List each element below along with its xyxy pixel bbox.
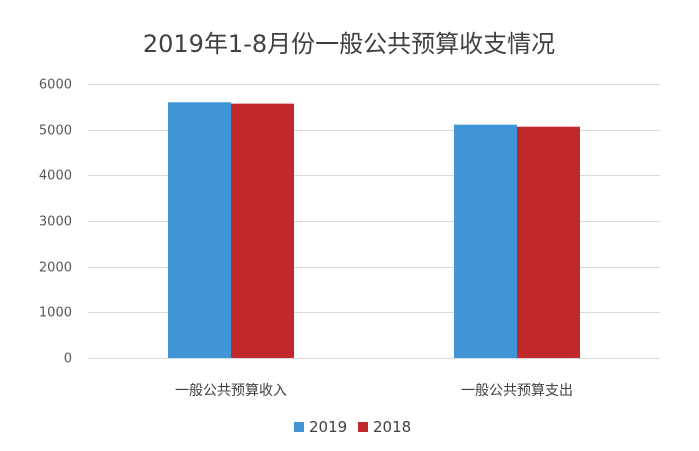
legend-label-2018: 2018 [373,418,411,436]
bar-2019-1 [168,102,231,359]
y-tick-label: 0 [64,352,72,367]
bars [168,102,580,359]
bar-2019-2 [454,124,517,358]
x-category-label: 一般公共预算收入 [175,383,287,399]
legend-label-2019: 2019 [309,418,347,436]
chart-title: 2019年1-8月份一般公共预算收支情况 [143,30,555,58]
legend-swatch-2019 [294,422,304,432]
x-category-label: 一般公共预算支出 [461,383,573,399]
y-tick-label: 2000 [39,261,72,276]
y-axis-ticks: 0 1000 2000 3000 4000 5000 6000 [39,78,72,367]
y-tick-label: 1000 [39,306,72,321]
y-tick-label: 5000 [39,124,72,139]
bar-2018-1 [231,103,294,359]
bar-2018-2 [517,126,580,358]
y-tick-label: 3000 [39,215,72,230]
legend: 2019 2018 [294,418,411,436]
y-tick-label: 6000 [39,78,72,93]
legend-swatch-2018 [358,422,368,432]
y-tick-label: 4000 [39,169,72,184]
x-axis-categories: 一般公共预算收入 一般公共预算支出 [175,383,573,399]
